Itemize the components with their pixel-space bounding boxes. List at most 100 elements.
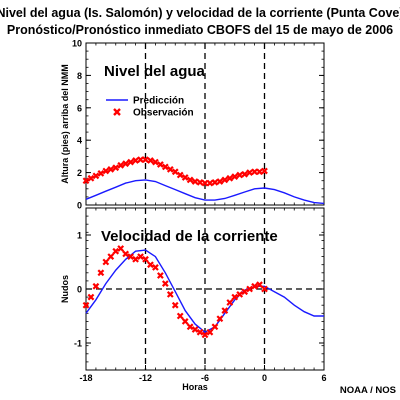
observation-point — [216, 178, 224, 185]
observation-point — [236, 171, 244, 179]
observation-point — [107, 165, 115, 173]
observation-point — [206, 328, 214, 336]
observation-point — [152, 264, 159, 271]
x-tick-label: -6 — [201, 373, 209, 383]
observation-point — [82, 301, 90, 309]
observation-point — [186, 323, 194, 331]
observation-point — [181, 174, 189, 181]
y-axis-label: Nudos — [60, 275, 70, 303]
observation-point — [226, 174, 234, 182]
observation-point — [117, 161, 125, 169]
observation-point — [147, 261, 154, 269]
observation-point — [176, 312, 184, 320]
observation-point — [102, 258, 110, 266]
panel-title: Nivel del agua — [104, 63, 206, 80]
observation-point — [156, 161, 164, 168]
observation-point — [206, 179, 214, 187]
observation-point — [181, 318, 189, 325]
y-tick-label: 2 — [77, 168, 82, 178]
observation-point — [261, 285, 268, 293]
observation-point — [216, 315, 224, 323]
observation-point — [241, 170, 249, 178]
y-tick-label: 0 — [77, 285, 82, 295]
observation-point — [171, 301, 179, 309]
observation-point — [132, 255, 139, 263]
observation-point — [137, 253, 144, 260]
observation-point — [176, 171, 184, 179]
observation-point — [112, 164, 120, 172]
observation-point — [107, 253, 115, 260]
observation-point — [196, 328, 204, 336]
observation-point — [236, 291, 244, 298]
observation-point — [256, 281, 263, 289]
observation-point — [152, 158, 159, 166]
observation-point — [97, 170, 105, 177]
observation-point — [261, 167, 268, 175]
y-tick-label: 1 — [77, 231, 82, 241]
observation-point — [117, 245, 125, 252]
y-tick-label: 8 — [77, 71, 82, 81]
observation-point — [211, 323, 219, 331]
observation-point — [241, 288, 249, 296]
legend-observation-swatch — [113, 108, 121, 116]
observation-point — [82, 177, 90, 185]
x-axis-label: Horas — [182, 382, 208, 392]
observation-point — [186, 176, 194, 184]
observation-point — [246, 285, 254, 293]
observation-point — [246, 169, 254, 176]
credit-label: NOAA / NOS — [340, 385, 396, 396]
y-tick-label: 10 — [72, 39, 82, 49]
observation-point — [166, 165, 174, 173]
observation-point — [127, 158, 135, 166]
observation-point — [127, 253, 135, 260]
observation-point — [256, 168, 263, 176]
legend-observation-label: Observación — [133, 108, 194, 119]
observation-point — [226, 299, 234, 306]
observation-point — [156, 272, 164, 279]
observation-point — [221, 307, 229, 314]
observation-point — [102, 167, 110, 175]
observation-point — [92, 282, 100, 290]
observation-point — [87, 293, 95, 301]
observation-point — [191, 326, 199, 333]
observation-point — [161, 163, 169, 171]
x-tick-label: -18 — [79, 373, 92, 383]
observation-point — [122, 250, 130, 258]
observation-point — [97, 269, 105, 277]
x-tick-label: -12 — [139, 373, 152, 383]
y-axis-label: Altura (pies) arriba del NMM — [60, 64, 70, 184]
observation-point — [142, 255, 149, 263]
observation-point — [132, 157, 139, 164]
observation-point — [196, 178, 204, 186]
observation-point — [142, 156, 149, 164]
observation-point — [211, 178, 219, 186]
y-tick-label: -1 — [74, 339, 82, 349]
observation-point — [166, 291, 174, 298]
observation-point — [221, 176, 229, 184]
observation-point — [231, 293, 239, 301]
observation-point — [92, 172, 100, 180]
observation-point — [191, 178, 199, 185]
observation-point — [171, 168, 179, 176]
chart-title-line1: Nivel del agua (Is. Salomón) y velocidad… — [0, 6, 400, 20]
chart-title-line2: Pronóstico/Pronóstico inmediato CBOFS de… — [7, 23, 393, 37]
y-tick-label: 0 — [77, 201, 82, 211]
y-tick-label: 6 — [77, 103, 82, 113]
legend-prediction-label: Predicción — [133, 96, 184, 107]
x-tick-label: 0 — [262, 373, 267, 383]
observation-point — [147, 157, 154, 164]
prediction-line — [85, 179, 325, 205]
observation-point — [122, 160, 130, 168]
prediction-line — [85, 249, 324, 334]
observation-point — [251, 282, 258, 290]
water-level-panel: 0 2 4 6 8 10 Nivel del agua Altura (pies) arrib… — [60, 39, 325, 211]
observation-point — [112, 247, 120, 255]
observation-point — [201, 331, 209, 339]
x-tick-label: 6 — [321, 373, 326, 383]
y-tick-label: 4 — [77, 136, 82, 146]
observation-point — [161, 280, 169, 287]
panel-title: Velocidad de la corriente — [101, 228, 278, 245]
observation-point — [87, 174, 95, 182]
current-speed-panel: 1 0 -1 Velocidad de la corriente Nudos -18 -12… — [60, 207, 327, 392]
